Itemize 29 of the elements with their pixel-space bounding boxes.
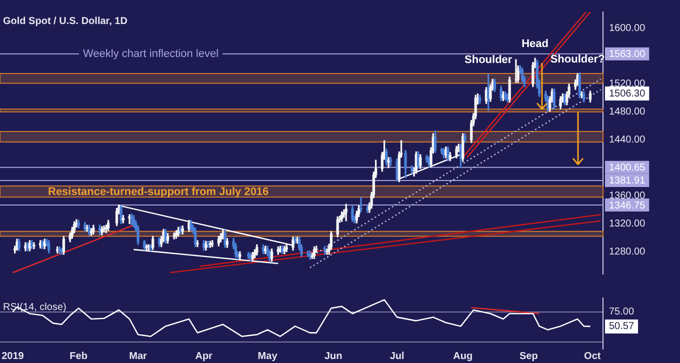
x-tick-label: Aug [453,350,473,362]
x-tick-label: Sep [520,350,538,362]
annotation: Shoulder [464,54,513,66]
y-tick-label: 1506.30 [609,88,646,100]
band-label: Resistance-turned-support from July 2016 [48,186,269,198]
x-tick-label: Apr [195,350,213,362]
y-tick-label: 1440.00 [609,134,646,146]
x-tick-label: 2019 [2,350,24,362]
x-tick-label: Oct [584,350,602,362]
ref-line-label: 1400.65 [609,162,646,174]
x-tick-label: Mar [129,350,148,362]
y-tick-label: 1280.00 [609,246,646,258]
x-tick-label: Feb [70,350,88,362]
x-tick-label: Jun [324,350,342,362]
y-tick-label: 50.57 [609,321,634,332]
annotation: Weekly chart inflection level [82,48,219,60]
x-tick-label: May [258,350,278,362]
chart-title: RSI(14, close) [3,302,66,313]
ref-line-label: 1563.00 [609,49,646,60]
y-tick-label: 1480.00 [609,106,646,118]
y-tick-label: 1360.00 [609,190,646,202]
y-tick-label: 1600.00 [609,22,646,34]
ref-line-label: 1346.75 [609,200,646,212]
y-tick-label: 75.00 [609,306,634,318]
ref-line-label: 1381.91 [609,176,646,187]
y-tick-label: 1320.00 [609,218,646,230]
x-tick-label: Jul [390,350,404,362]
annotation: Head [522,38,549,50]
chart-title: Gold Spot / U.S. Dollar, 1D [3,16,128,27]
